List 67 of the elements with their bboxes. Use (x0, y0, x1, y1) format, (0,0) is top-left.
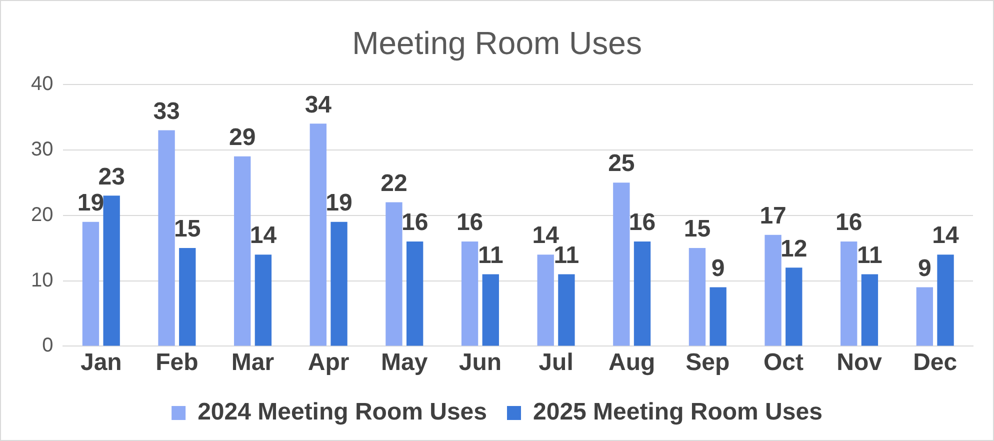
bar (861, 274, 878, 346)
y-tick-label: 20 (30, 204, 54, 226)
x-tick-label: Jul (538, 349, 574, 376)
bar (158, 130, 175, 346)
chart-title: Meeting Room Uses (352, 25, 642, 62)
bar (613, 182, 630, 346)
data-label: 14 (250, 222, 278, 250)
data-label: 9 (918, 254, 932, 282)
x-tick-label: Jan (80, 349, 122, 376)
bar (103, 196, 120, 346)
x-tick-label: Dec (913, 349, 958, 376)
data-label: 12 (780, 235, 808, 262)
bar (82, 222, 100, 346)
data-label: 22 (380, 170, 408, 197)
y-tick-label: 0 (42, 334, 54, 357)
bar (330, 222, 348, 346)
bar (764, 234, 782, 346)
bar (461, 241, 478, 346)
data-label: 14 (932, 222, 960, 250)
bar (916, 287, 934, 346)
bar (386, 202, 402, 346)
x-tick-label: Nov (836, 349, 883, 376)
y-tick-label: 30 (30, 138, 54, 160)
x-tick-label: Mar (231, 349, 274, 376)
x-tick-label: Oct (763, 349, 804, 376)
data-label: 19 (77, 189, 104, 216)
bar (254, 254, 272, 346)
data-label: 25 (608, 150, 635, 178)
bar (558, 274, 575, 346)
bar (786, 268, 802, 346)
data-label: 16 (628, 209, 656, 236)
bar (537, 254, 554, 346)
data-label: 33 (153, 98, 180, 125)
x-tick-label: Feb (156, 349, 198, 376)
data-label: 16 (836, 209, 862, 236)
data-label: 29 (229, 124, 256, 152)
data-label: 11 (857, 242, 882, 269)
bar (840, 241, 858, 346)
x-tick-label: Aug (608, 349, 656, 376)
data-label: 9 (711, 254, 725, 282)
data-label: 11 (478, 242, 504, 269)
bar (482, 274, 499, 346)
bar (234, 156, 251, 346)
data-label: 11 (554, 242, 580, 269)
x-tick-label: Jun (458, 349, 502, 376)
bar (179, 248, 196, 346)
bar (634, 241, 651, 346)
y-tick-label: 40 (30, 72, 54, 95)
data-label: 16 (401, 209, 428, 236)
data-label: 23 (98, 163, 125, 190)
bar (310, 124, 327, 346)
data-label: 34 (304, 91, 332, 118)
bar (937, 254, 954, 346)
data-label: 15 (684, 216, 711, 243)
data-label: 19 (326, 189, 352, 216)
bar (710, 287, 726, 346)
x-tick-label: Apr (308, 349, 350, 376)
x-tick-label: Sep (686, 349, 730, 376)
legend-label: 2025 Meeting Room Uses (533, 398, 822, 426)
data-label: 15 (174, 216, 201, 243)
legend-label: 2024 Meeting Room Uses (198, 398, 488, 426)
bar (406, 241, 424, 346)
bar (688, 248, 706, 346)
y-tick-label: 10 (30, 269, 54, 292)
x-tick-label: May (381, 349, 428, 376)
data-label: 16 (456, 209, 484, 236)
data-label: 17 (760, 202, 786, 230)
